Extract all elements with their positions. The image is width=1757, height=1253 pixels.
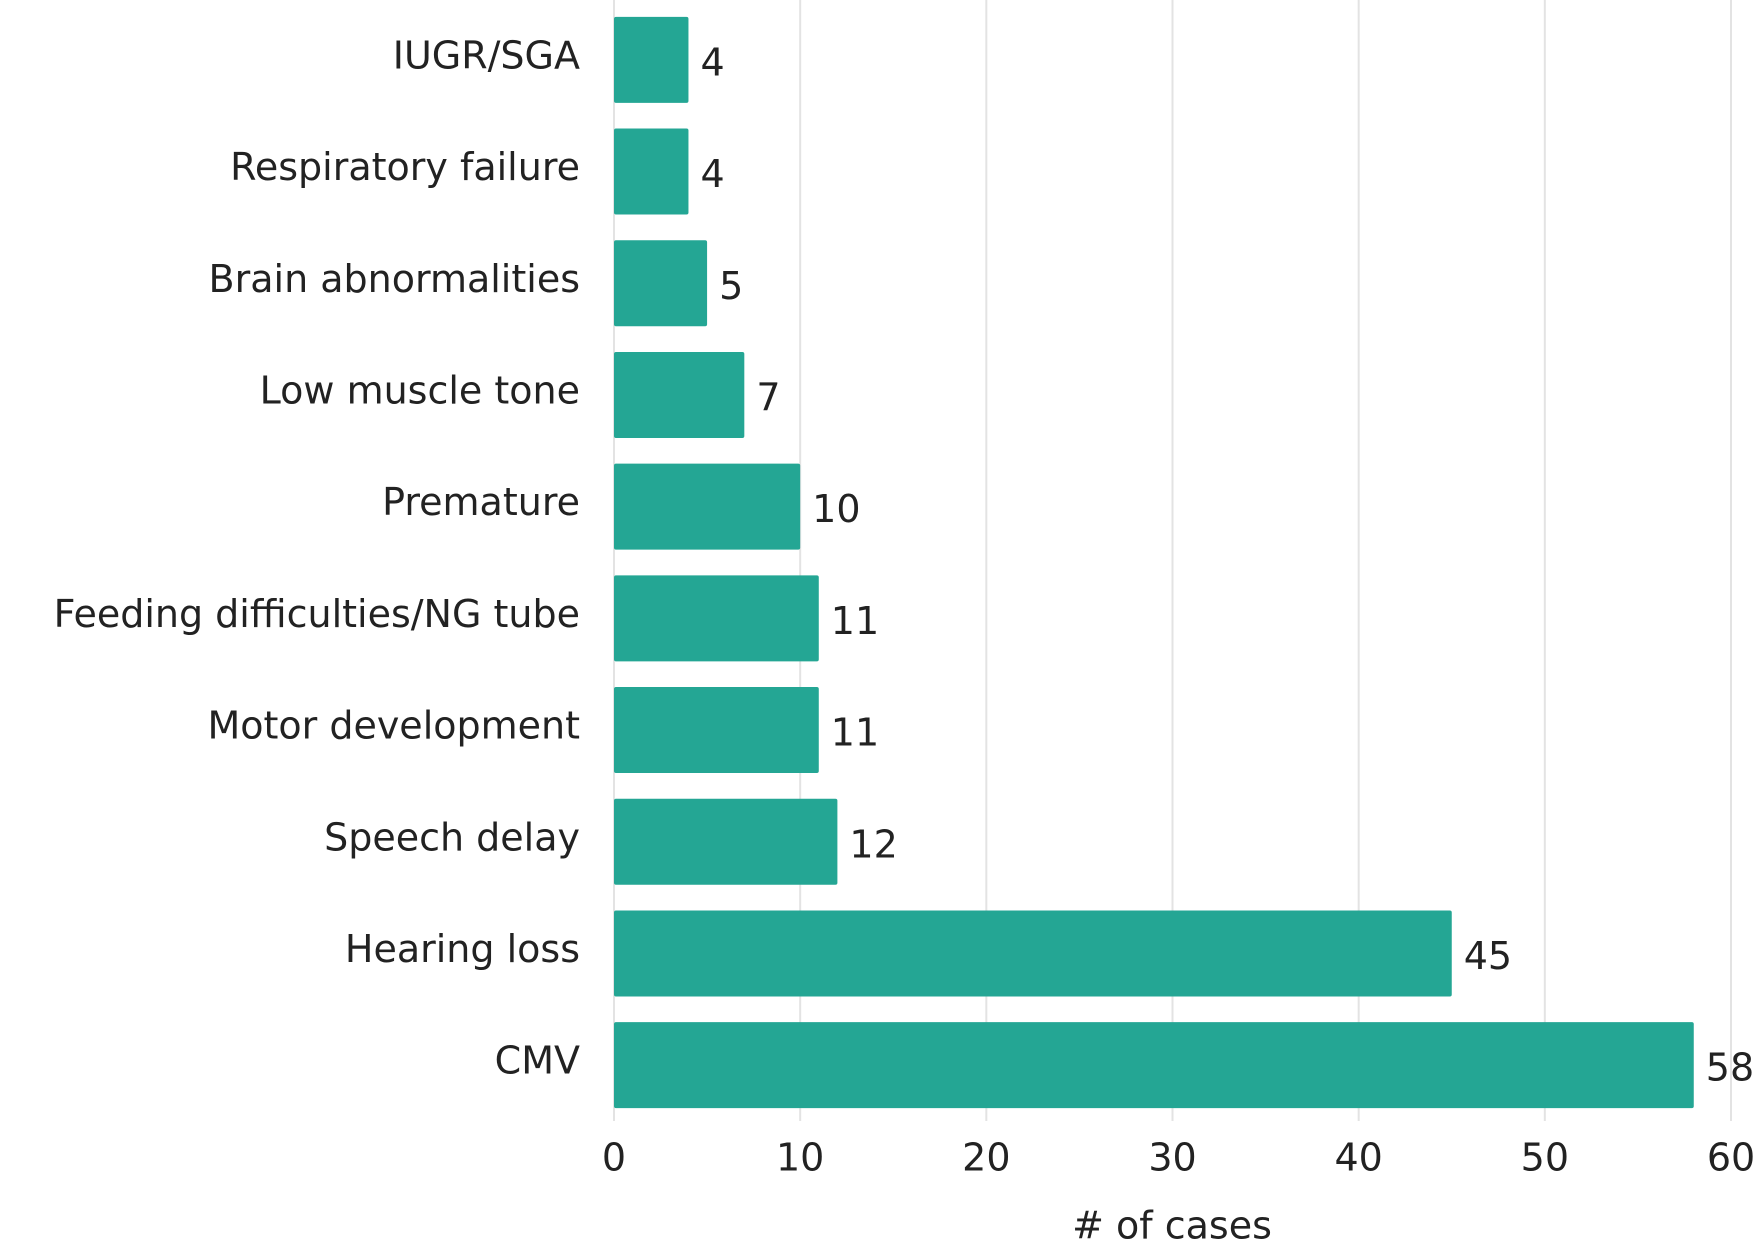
y-tick-label: Speech delay xyxy=(324,815,580,859)
data-label: 11 xyxy=(831,599,879,643)
bar xyxy=(614,240,708,327)
data-label: 11 xyxy=(831,711,879,755)
x-tick-label: 50 xyxy=(1521,1136,1569,1180)
data-label: 12 xyxy=(849,822,897,866)
x-tick-label: 0 xyxy=(602,1136,626,1180)
bar xyxy=(614,798,838,885)
y-tick-label: Hearing loss xyxy=(345,927,580,971)
x-tick-label: 30 xyxy=(1148,1136,1196,1180)
data-label: 5 xyxy=(719,264,743,308)
data-label: 58 xyxy=(1706,1046,1754,1090)
y-tick-label: Motor development xyxy=(207,704,580,748)
x-tick-label: 60 xyxy=(1707,1136,1755,1180)
bar xyxy=(614,351,745,438)
x-tick-label: 20 xyxy=(962,1136,1010,1180)
y-tick-label: Premature xyxy=(382,480,580,524)
y-tick-label: Brain abnormalities xyxy=(209,257,580,301)
data-label: 10 xyxy=(812,487,860,531)
bar xyxy=(614,687,819,774)
bar xyxy=(614,1022,1694,1109)
y-tick-label: Low muscle tone xyxy=(260,368,580,412)
bar xyxy=(614,16,689,103)
bar xyxy=(614,128,689,215)
y-tick-label: Respiratory failure xyxy=(230,145,580,189)
bar xyxy=(614,463,801,550)
data-label: 4 xyxy=(700,152,724,196)
y-tick-label: IUGR/SGA xyxy=(393,33,580,77)
x-tick-label: 40 xyxy=(1334,1136,1382,1180)
data-label: 4 xyxy=(700,40,724,84)
data-label: 7 xyxy=(756,375,780,419)
data-label: 45 xyxy=(1464,934,1512,978)
bar xyxy=(614,910,1452,997)
y-tick-label: CMV xyxy=(495,1039,580,1083)
bar xyxy=(614,575,819,662)
x-axis-label: # of cases xyxy=(1072,1204,1272,1248)
y-tick-label: Feeding difficulties/NG tube xyxy=(54,592,580,636)
x-tick-label: 10 xyxy=(776,1136,824,1180)
